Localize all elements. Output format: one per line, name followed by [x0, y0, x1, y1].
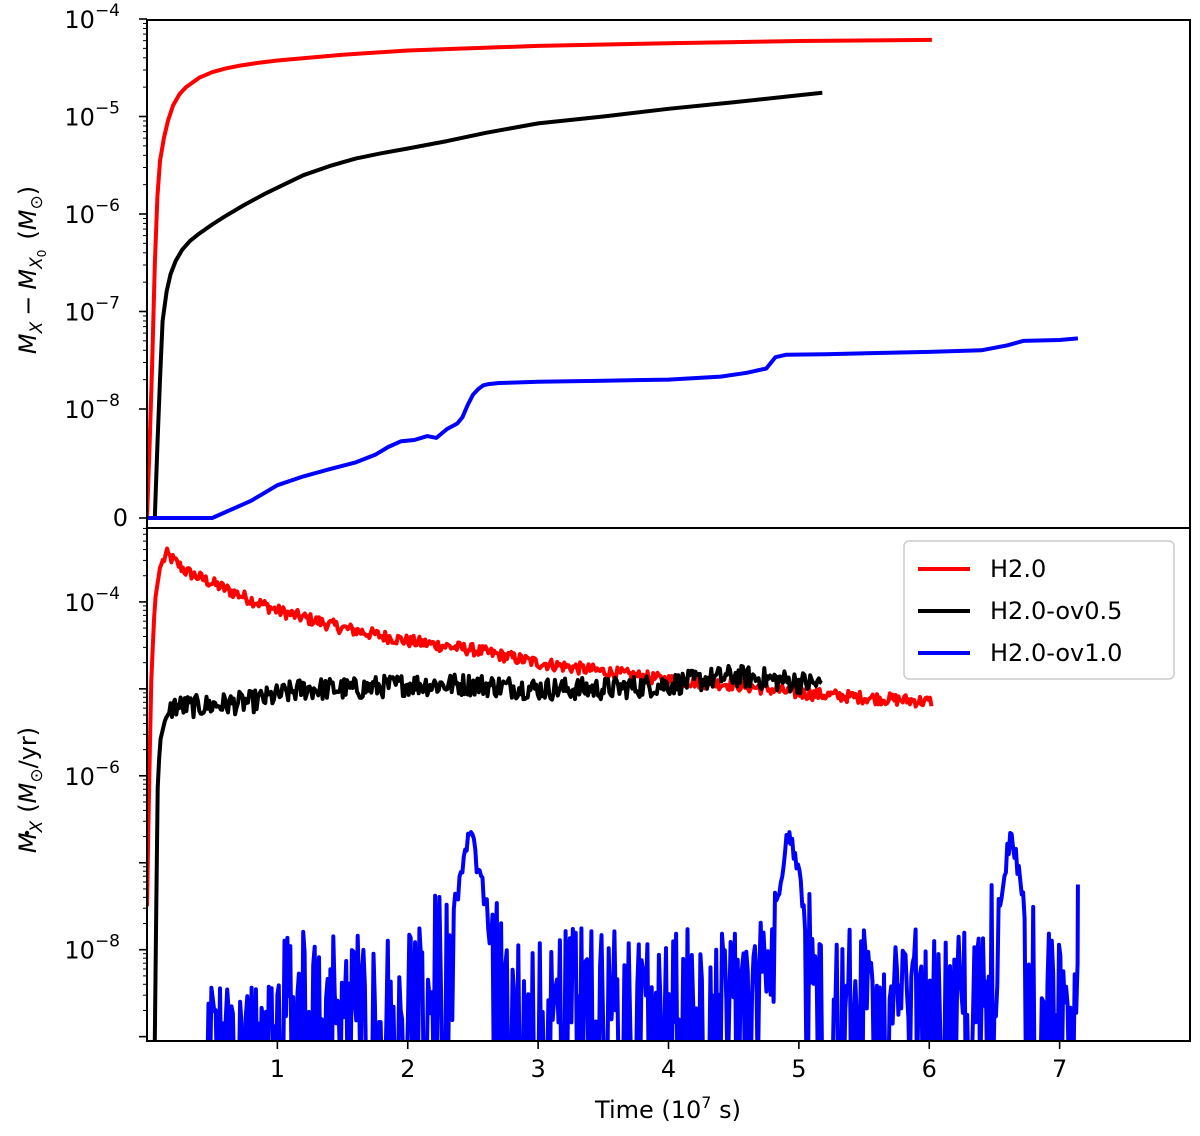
top-ylabel-sub: X: [27, 321, 47, 334]
xlabel-pre: Time (10: [594, 1096, 701, 1124]
xtick-label-2: 3: [530, 1055, 545, 1083]
bottom-ytick-label-1: 10−6: [64, 758, 120, 791]
bottom-ylabel-unit: M: [14, 782, 42, 803]
bottom-ytick-label-0: 10−4: [64, 584, 120, 617]
legend: H2.0 H2.0-ov0.5 H2.0-ov1.0: [903, 540, 1175, 680]
bottom-x-ticks: 1 2 3 4 5 6 7: [270, 1041, 1067, 1083]
xlabel-post: s): [711, 1096, 741, 1124]
legend-label-1: H2.0-ov0.5: [990, 597, 1122, 625]
xtick-label-6: 7: [1052, 1055, 1067, 1083]
x-axis-label: Time (107 s): [594, 1093, 741, 1124]
xtick-label-4: 5: [791, 1055, 806, 1083]
top-series-line-0: [147, 37, 932, 519]
bottom-ytick-label-2: 10−8: [64, 932, 120, 965]
top-ytick-label-1: 10−5: [64, 99, 120, 132]
xtick-label-3: 4: [661, 1055, 676, 1083]
bottom-y-axis-label: MX(M⊙/yr): [14, 727, 47, 853]
xtick-label-1: 2: [400, 1055, 415, 1083]
top-ylabel-unitsub: ⊙: [27, 195, 47, 209]
bottom-ylabel-sub: X: [27, 820, 47, 833]
top-panel: 10−410−510−610−710−8 0 MX−MX0(M⊙): [14, 1, 1191, 532]
top-y-axis-label: MX−MX0(M⊙): [14, 186, 49, 354]
bottom-ylabel-dot: [24, 830, 30, 836]
top-ytick-label-3: 10−7: [64, 294, 120, 327]
top-y-ticks: 10−4 10−5 10−6 10−7 10−8: [64, 1, 147, 519]
top-ylabel-sub2sub: 0: [35, 250, 49, 258]
top-ylabel-sub2: X: [27, 257, 47, 270]
xtick-label-5: 6: [922, 1055, 937, 1083]
top-ylabel-unit: M: [14, 209, 42, 230]
legend-label-2: H2.0-ov1.0: [990, 639, 1122, 667]
bottom-y-ticks: 10−4 10−6 10−8: [64, 527, 147, 1038]
xtick-label-0: 1: [270, 1055, 285, 1083]
top-ytick-label-0: 10−4: [64, 1, 120, 34]
bottom-ylabel-tail: /yr): [14, 727, 42, 769]
top-ylabel-m2: M: [14, 269, 42, 290]
top-zero-tick-label: 0: [113, 504, 128, 532]
bottom-series-line-2: [205, 830, 1080, 1041]
legend-box: [903, 540, 1175, 680]
top-series-line-2: [147, 336, 1079, 520]
top-ytick-label-4: 10−8: [64, 391, 120, 424]
bottom-series-line-1: [152, 664, 823, 1041]
xlabel-exp: 7: [701, 1093, 711, 1112]
bottom-series-group: [147, 546, 1080, 1041]
top-series-line-1: [147, 90, 823, 520]
bottom-ylabel-m: M: [14, 832, 42, 853]
bottom-ylabel-unitsub: ⊙: [27, 768, 47, 782]
legend-label-0: H2.0: [990, 555, 1046, 583]
top-ylabel-minus: −: [14, 296, 42, 316]
top-ylabel-m: M: [14, 333, 42, 354]
top-ytick-label-2: 10−6: [64, 196, 120, 229]
top-series-group: [147, 37, 1079, 520]
